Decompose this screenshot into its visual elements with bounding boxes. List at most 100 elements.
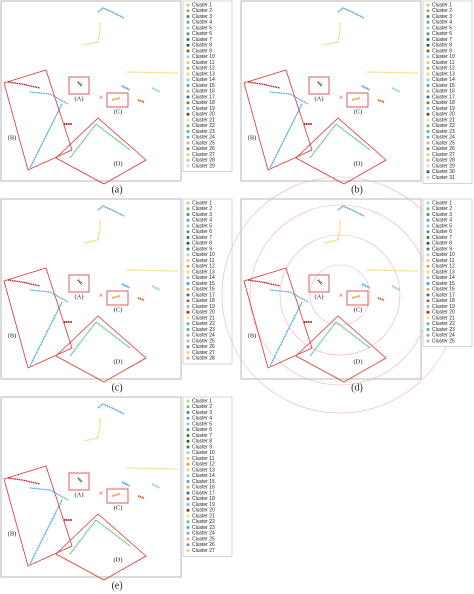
- legend-marker: [186, 253, 190, 257]
- cluster-points: [137, 495, 145, 499]
- legend-marker: [426, 236, 430, 239]
- cluster-points: [77, 477, 83, 483]
- legend-marker: [186, 55, 190, 59]
- panel-caption: (a): [111, 184, 122, 195]
- region-box: [295, 315, 387, 383]
- legend-label: Cluster 19: [432, 106, 455, 112]
- legend-marker: [186, 26, 190, 30]
- legend-label: Cluster 26: [192, 344, 215, 350]
- legend-label: Cluster 16: [432, 89, 455, 95]
- legend-label: Cluster 25: [192, 338, 215, 344]
- cluster-points: [151, 285, 161, 291]
- cluster-points: [121, 481, 131, 487]
- legend-marker: [186, 474, 190, 478]
- legend-label: Cluster 18: [432, 100, 455, 106]
- legend-label: Cluster 13: [192, 71, 215, 77]
- legend-marker: [186, 514, 190, 518]
- legend-marker: [186, 218, 190, 222]
- legend-marker: [186, 549, 190, 552]
- legend-marker: [186, 164, 190, 168]
- legend-marker: [186, 84, 190, 87]
- region-label: (A): [314, 293, 323, 300]
- region-box: [55, 513, 147, 581]
- legend-label: Cluster 5: [192, 421, 212, 427]
- legend-label: Cluster 6: [192, 427, 212, 433]
- cluster-points: [137, 297, 145, 301]
- legend-label: Cluster 16: [432, 287, 455, 293]
- legend-marker: [426, 270, 430, 274]
- legend-marker: [186, 356, 190, 360]
- legend-label: Cluster 5: [192, 223, 212, 229]
- legend-label: Cluster 5: [432, 25, 452, 31]
- legend-marker: [186, 526, 190, 529]
- legend-label: Cluster 18: [192, 496, 215, 502]
- legend-marker: [186, 147, 190, 151]
- legend-marker: [186, 153, 190, 156]
- cross-marker: ×: [339, 291, 344, 300]
- region-box: [308, 274, 330, 293]
- legend-marker: [426, 55, 430, 59]
- panel-caption: (e): [111, 580, 122, 591]
- legend-marker: [426, 247, 430, 251]
- legend-label: Cluster 21: [432, 117, 455, 123]
- legend-marker: [426, 322, 430, 326]
- legend-marker: [426, 218, 430, 222]
- legend-marker: [426, 84, 430, 87]
- legend-marker: [186, 89, 190, 93]
- legend-marker: [426, 176, 430, 179]
- legend-marker: [426, 32, 430, 36]
- legend-label: Cluster 4: [432, 218, 452, 224]
- legend-label: Cluster 17: [192, 490, 215, 496]
- legend-label: Cluster 2: [192, 206, 212, 212]
- legend-label: Cluster 14: [192, 275, 215, 281]
- cluster-points: [69, 519, 131, 555]
- legend-marker: [186, 207, 190, 211]
- cluster-points: [121, 85, 131, 91]
- legend-label: Cluster 28: [192, 356, 215, 362]
- legend-marker: [426, 339, 430, 343]
- legend-label: Cluster 20: [192, 508, 215, 514]
- legend-marker: [426, 43, 430, 47]
- legend-label: Cluster 27: [192, 548, 215, 554]
- legend-marker: [426, 241, 430, 245]
- legend-label: Cluster 12: [432, 66, 455, 72]
- legend-label: Cluster 9: [192, 246, 212, 252]
- legend-label: Cluster 22: [432, 123, 455, 129]
- cluster-points: [97, 403, 125, 415]
- legend-marker: [186, 537, 190, 541]
- cluster-points: [365, 71, 419, 74]
- region-label: (C): [114, 504, 123, 511]
- legend-label: Cluster 25: [432, 338, 455, 344]
- legend-label: Cluster 24: [192, 333, 215, 339]
- legend-label: Cluster 6: [192, 229, 212, 235]
- cluster-points: [377, 99, 385, 103]
- legend-box: [182, 198, 233, 365]
- legend-marker: [426, 158, 430, 162]
- legend-label: Cluster 12: [192, 462, 215, 468]
- legend-label: Cluster 15: [432, 83, 455, 89]
- cluster-points: [137, 99, 145, 103]
- legend-marker: [426, 310, 430, 314]
- region-box: [295, 117, 387, 185]
- legend-marker: [186, 201, 190, 205]
- legend-label: Cluster 7: [432, 37, 452, 43]
- legend-label: Cluster 25: [432, 140, 455, 146]
- region-label: (A): [74, 491, 83, 498]
- legend-marker: [426, 201, 430, 205]
- legend-marker: [186, 66, 190, 70]
- legend-label: Cluster 28: [432, 158, 455, 164]
- plot-frame: [0, 0, 182, 182]
- region-box: [106, 92, 129, 108]
- legend-marker: [186, 78, 190, 82]
- cluster-points: [77, 81, 83, 87]
- legend-marker: [186, 118, 190, 122]
- legend-label: Cluster 2: [432, 206, 452, 212]
- cluster-points: [317, 279, 323, 285]
- legend-label: Cluster 1: [432, 200, 452, 206]
- cluster-points: [151, 87, 161, 93]
- legend-label: Cluster 29: [432, 163, 455, 169]
- legend-box: [422, 198, 473, 347]
- legend-marker: [186, 468, 190, 472]
- legend-label: Cluster 20: [192, 310, 215, 316]
- legend-label: Cluster 13: [432, 269, 455, 275]
